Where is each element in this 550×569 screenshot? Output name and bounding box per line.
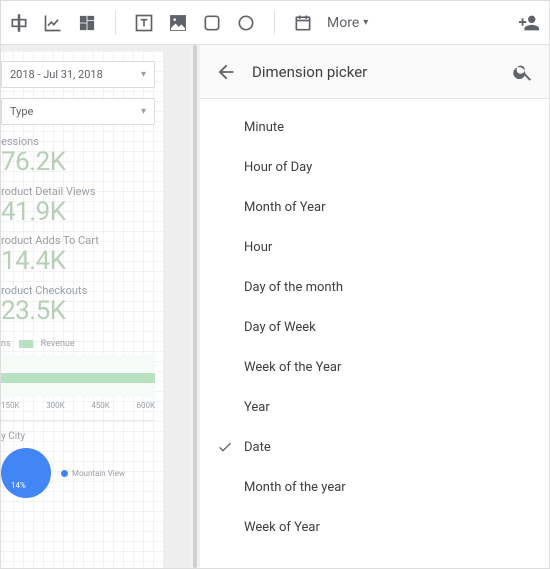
report-canvas[interactable]: 2018 - Jul 31, 2018 ▾ Type ▾ essions76.2… (1, 51, 163, 568)
city-label: y City (1, 431, 155, 442)
type-label: Type (10, 105, 33, 118)
panel-title: Dimension picker (252, 63, 497, 81)
pie-percent: 14% (11, 481, 26, 490)
legend-label: Revenue (41, 339, 75, 349)
legend-dot (61, 470, 68, 477)
more-label: More (327, 15, 359, 31)
dimension-item[interactable]: Day of Week (200, 307, 549, 347)
report-canvas-wrap: 2018 - Jul 31, 2018 ▾ Type ▾ essions76.2… (1, 45, 191, 568)
dimension-item[interactable]: Year (200, 387, 549, 427)
x-tick: 300K (46, 401, 65, 410)
chart-legend: ns Revenue (1, 339, 155, 349)
dimension-label: Hour of Day (244, 160, 312, 175)
vertical-scrollbar[interactable] (191, 45, 200, 568)
rectangle-icon[interactable] (202, 13, 222, 33)
bar (1, 373, 155, 383)
caret-down-icon: ▾ (141, 106, 146, 117)
dimension-item[interactable]: Hour (200, 227, 549, 267)
metric-value: 23.5K (1, 297, 155, 326)
back-button[interactable] (214, 60, 238, 84)
dimension-item[interactable]: Minute (200, 107, 549, 147)
type-selector[interactable]: Type ▾ (1, 98, 155, 125)
metric-label: roduct Detail Views (1, 185, 155, 198)
image-icon[interactable] (168, 13, 188, 33)
metrics-block: essions76.2Kroduct Detail Views41.9Krodu… (1, 135, 155, 325)
x-tick: 450K (91, 401, 110, 410)
dimension-item[interactable]: Week of Year (200, 507, 549, 547)
date-range-text: 2018 - Jul 31, 2018 (10, 68, 103, 81)
bar-chart[interactable] (1, 355, 155, 397)
dimension-list: Minute Hour of Day Month of Year Hour Day of… (200, 99, 549, 568)
dimension-label: Week of the Year (244, 360, 341, 375)
line-chart-icon[interactable] (43, 13, 63, 33)
dimension-item[interactable]: Day of the month (200, 267, 549, 307)
check-icon (216, 438, 234, 456)
dimension-item[interactable]: Hour of Day (200, 147, 549, 187)
metric-label: roduct Checkouts (1, 284, 155, 297)
dimension-item[interactable]: Month of Year (200, 187, 549, 227)
pie-chart-wrap: 14% Mountain View (1, 448, 155, 498)
dimension-label: Month of Year (244, 200, 326, 215)
more-button[interactable]: More ▾ (327, 15, 368, 31)
circle-icon[interactable] (236, 13, 256, 33)
dimension-item[interactable]: Date (200, 427, 549, 467)
dimension-label: Minute (244, 120, 284, 135)
main: 2018 - Jul 31, 2018 ▾ Type ▾ essions76.2… (1, 45, 549, 568)
metric-value: 76.2K (1, 148, 155, 177)
metric-value: 14.4K (1, 247, 155, 276)
legend-label: ns (1, 339, 11, 349)
dimension-label: Day of Week (244, 320, 316, 335)
add-person-icon[interactable] (517, 11, 541, 35)
caret-down-icon: ▾ (363, 17, 368, 28)
legend-swatch (19, 340, 33, 348)
toolbar: More ▾ (1, 1, 549, 45)
dimension-label: Hour (244, 240, 272, 255)
panel-header: Dimension picker (200, 45, 549, 99)
align-center-icon[interactable] (9, 13, 29, 33)
dimension-label: Day of the month (244, 280, 343, 295)
date-range-icon[interactable] (293, 13, 313, 33)
caret-down-icon: ▾ (141, 69, 146, 80)
divider (1, 420, 155, 421)
dimension-picker-panel: Dimension picker Minute Hour of Day Month … (200, 45, 549, 568)
dimension-item[interactable]: Week of the Year (200, 347, 549, 387)
dimension-label: Year (244, 400, 270, 415)
dimension-item[interactable]: Month of the year (200, 467, 549, 507)
x-tick: 600K (136, 401, 155, 410)
text-box-icon[interactable] (134, 13, 154, 33)
dimension-label: Week of Year (244, 520, 320, 535)
toolbar-separator (274, 11, 275, 35)
dimension-label: Month of the year (244, 480, 346, 495)
date-range-selector[interactable]: 2018 - Jul 31, 2018 ▾ (1, 61, 155, 88)
layout-icon[interactable] (77, 13, 97, 33)
search-icon[interactable] (511, 60, 535, 84)
pie-chart[interactable]: 14% (1, 448, 51, 498)
dimension-label: Date (244, 440, 271, 455)
pie-legend-label: Mountain View (72, 469, 125, 478)
toolbar-separator (115, 11, 116, 35)
x-axis: 150K 300K 450K 600K (1, 401, 155, 410)
pie-legend: Mountain View (61, 469, 125, 478)
metric-value: 41.9K (1, 198, 155, 227)
x-tick: 150K (1, 401, 20, 410)
